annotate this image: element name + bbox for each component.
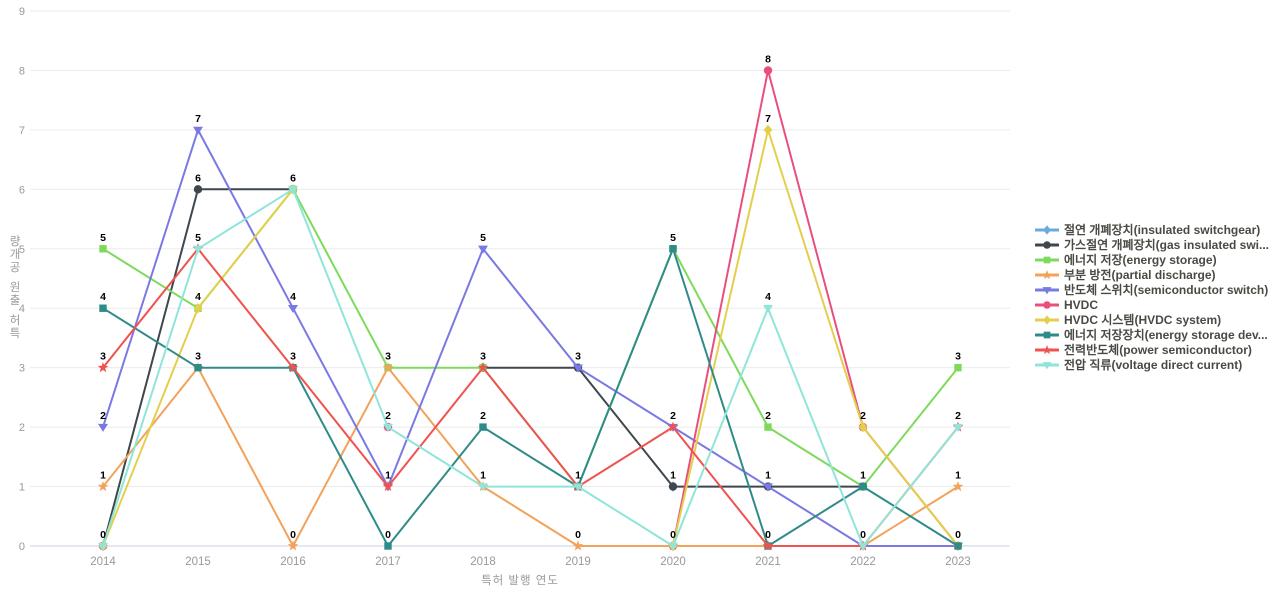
svg-text:3: 3 (575, 351, 581, 363)
svg-text:1: 1 (100, 470, 106, 482)
legend-item-label: 에너지 저장(energy storage) (1064, 253, 1217, 267)
legend-marker-icon (1035, 314, 1059, 325)
svg-text:2016: 2016 (280, 556, 306, 568)
svg-text:8: 8 (19, 65, 25, 77)
legend-marker-icon (1035, 286, 1059, 294)
legend-item-label: 부분 방전(partial discharge) (1064, 268, 1216, 282)
svg-text:1: 1 (670, 470, 676, 482)
svg-text:6: 6 (195, 172, 201, 184)
legend-item-9[interactable]: 전력반도체(power semiconductor) (1035, 342, 1269, 357)
legend-marker-icon (1035, 256, 1059, 263)
svg-text:0: 0 (290, 529, 296, 541)
legend-marker-icon (1035, 331, 1059, 338)
svg-text:2: 2 (765, 410, 771, 422)
svg-text:3: 3 (19, 363, 25, 375)
legend-marker-icon (1035, 240, 1059, 249)
svg-text:2: 2 (385, 410, 391, 422)
svg-text:3: 3 (290, 351, 296, 363)
svg-text:1: 1 (765, 470, 771, 482)
svg-text:2: 2 (955, 410, 961, 422)
legend-item-3[interactable]: 에너지 저장(energy storage) (1035, 252, 1269, 267)
svg-text:2022: 2022 (850, 556, 876, 568)
legend-item-4[interactable]: 부분 방전(partial discharge) (1035, 267, 1269, 282)
svg-text:2018: 2018 (470, 556, 496, 568)
legend-marker-icon (1035, 361, 1059, 369)
legend-marker-icon (1035, 300, 1059, 309)
svg-text:5: 5 (100, 232, 106, 244)
legend-marker-icon (1035, 269, 1059, 279)
svg-text:1: 1 (575, 470, 581, 482)
svg-text:4: 4 (19, 303, 25, 315)
svg-text:5: 5 (195, 232, 201, 244)
legend-item-label: HVDC (1064, 297, 1099, 312)
svg-text:4: 4 (290, 291, 296, 303)
svg-text:2017: 2017 (375, 556, 401, 568)
svg-text:5: 5 (480, 232, 486, 244)
svg-text:3: 3 (480, 351, 486, 363)
svg-text:4: 4 (100, 291, 106, 303)
legend-item-7[interactable]: HVDC 시스템(HVDC system) (1035, 312, 1269, 327)
svg-text:0: 0 (860, 529, 866, 541)
svg-text:5: 5 (19, 244, 25, 256)
svg-text:2021: 2021 (755, 556, 781, 568)
legend: 절연 개폐장치(insulated switchgear) 가스절연 개폐장치(g… (1035, 222, 1269, 372)
svg-text:1: 1 (860, 470, 866, 482)
svg-text:4: 4 (195, 291, 201, 303)
svg-text:2023: 2023 (945, 556, 971, 568)
svg-text:0: 0 (670, 529, 676, 541)
svg-text:0: 0 (765, 529, 771, 541)
svg-text:3: 3 (195, 351, 201, 363)
svg-text:2020: 2020 (660, 556, 686, 568)
svg-text:3: 3 (100, 351, 106, 363)
svg-text:7: 7 (765, 113, 771, 125)
svg-text:4: 4 (765, 291, 771, 303)
legend-item-5[interactable]: 반도체 스위치(semiconductor switch) (1035, 282, 1269, 297)
svg-text:2: 2 (860, 410, 866, 422)
legend-marker-icon (1035, 224, 1059, 235)
svg-text:2: 2 (480, 410, 486, 422)
svg-text:2: 2 (19, 422, 25, 434)
legend-item-label: 절연 개폐장치(insulated switchgear) (1064, 223, 1261, 237)
svg-text:2014: 2014 (90, 556, 116, 568)
legend-item-label: HVDC 시스템(HVDC system) (1064, 313, 1222, 327)
legend-item-label: 가스절연 개폐장치(gas insulated swi... (1064, 238, 1270, 252)
svg-text:2019: 2019 (565, 556, 591, 568)
svg-text:6: 6 (19, 184, 25, 196)
svg-text:6: 6 (290, 172, 296, 184)
svg-text:0: 0 (385, 529, 391, 541)
svg-text:5: 5 (670, 232, 676, 244)
legend-item-label: 전압 직류(voltage direct current) (1064, 358, 1243, 372)
legend-item-label: 에너지 저장장치(energy storage dev... (1064, 328, 1268, 342)
svg-text:2015: 2015 (185, 556, 211, 568)
legend-marker-icon (1035, 344, 1059, 354)
svg-text:1: 1 (385, 470, 391, 482)
legend-item-1[interactable]: 절연 개폐장치(insulated switchgear) (1035, 222, 1269, 237)
legend-item-10[interactable]: 전압 직류(voltage direct current) (1035, 357, 1269, 372)
svg-text:1: 1 (955, 470, 961, 482)
legend-item-2[interactable]: 가스절연 개폐장치(gas insulated swi... (1035, 237, 1269, 252)
svg-text:0: 0 (955, 529, 961, 541)
svg-text:7: 7 (19, 125, 25, 137)
legend-item-label: 전력반도체(power semiconductor) (1064, 343, 1252, 357)
svg-text:1: 1 (19, 482, 25, 494)
svg-text:1: 1 (480, 470, 486, 482)
svg-text:0: 0 (575, 529, 581, 541)
svg-text:8: 8 (765, 53, 771, 65)
svg-text:2: 2 (670, 410, 676, 422)
x-axis-title: 특허 발행 연도 (481, 575, 559, 587)
legend-item-6[interactable]: HVDC (1035, 297, 1269, 312)
svg-text:3: 3 (385, 351, 391, 363)
legend-item-8[interactable]: 에너지 저장장치(energy storage dev... (1035, 327, 1269, 342)
svg-text:0: 0 (19, 541, 25, 553)
svg-text:3: 3 (955, 351, 961, 363)
svg-text:0: 0 (100, 529, 106, 541)
svg-text:9: 9 (19, 6, 25, 18)
svg-text:7: 7 (195, 113, 201, 125)
legend-item-label: 반도체 스위치(semiconductor switch) (1064, 283, 1269, 297)
svg-text:2: 2 (100, 410, 106, 422)
